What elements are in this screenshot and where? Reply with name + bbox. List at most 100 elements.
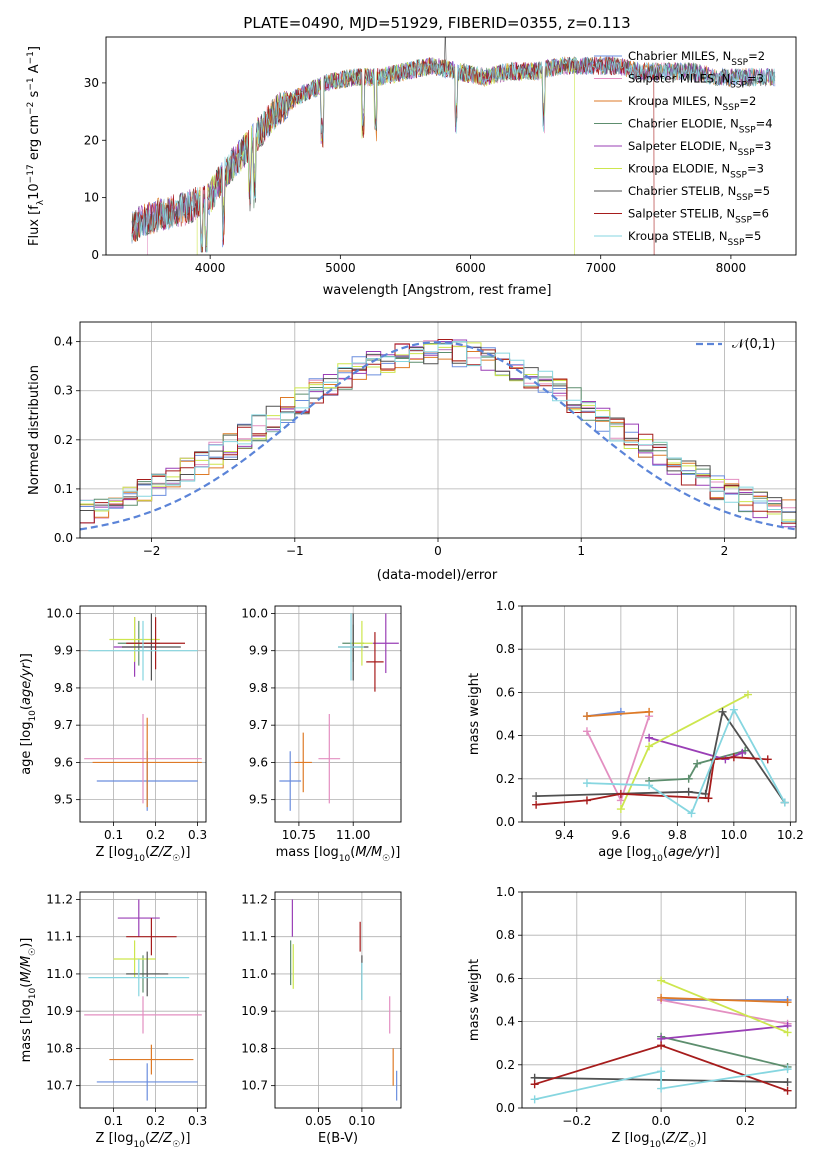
weight-point-marker xyxy=(530,1095,539,1104)
weight-point-marker xyxy=(645,781,654,790)
y-tick-label: 0.8 xyxy=(496,642,515,656)
y-tick-label: 0.0 xyxy=(496,815,515,829)
legend-entry: Salpeter MILES, NSSP=3 xyxy=(628,72,764,91)
y-tick-label: 11.2 xyxy=(46,892,73,906)
weight-point-marker xyxy=(582,796,591,805)
y-axis-label: mass weight xyxy=(467,673,482,755)
weight-point-marker xyxy=(532,800,541,809)
x-tick-label: 0.3 xyxy=(188,1114,207,1128)
y-tick-label: 0 xyxy=(91,248,99,262)
y-tick-label: 9.5 xyxy=(54,793,73,807)
label-part: ☉ xyxy=(28,948,38,956)
spectrum-series-line xyxy=(131,57,776,253)
y-tick-label: 0.4 xyxy=(496,1015,515,1029)
y-tick-label: 9.5 xyxy=(249,793,268,807)
label-part: −2 xyxy=(26,102,36,115)
y-tick-label: 0.0 xyxy=(54,531,73,545)
x-tick-label: 10.2 xyxy=(777,828,804,842)
z_vs_age-marks xyxy=(84,613,202,811)
label-part: erg cm xyxy=(27,115,42,164)
y-tick-label: 0.8 xyxy=(496,928,515,942)
weight-point-marker xyxy=(783,1065,792,1074)
spectrum-series-line xyxy=(131,56,655,255)
z_vs_age-frame xyxy=(79,605,207,823)
label-part: Z/Z xyxy=(149,1131,173,1146)
legend-entry: Salpeter STELIB, NSSP=6 xyxy=(628,207,769,226)
weight-point-marker xyxy=(645,733,654,742)
x-tick-label: 1 xyxy=(577,544,585,558)
label-part: =3 xyxy=(755,139,772,153)
legend-entry: Kroupa MILES, NSSP=2 xyxy=(628,94,756,113)
x-tick-label: 0.2 xyxy=(146,1114,165,1128)
weight-point-marker xyxy=(738,748,747,757)
label-part: ☉ xyxy=(172,1140,180,1150)
x-tick-label: 9.4 xyxy=(555,828,574,842)
y-tick-label: 0.6 xyxy=(496,971,515,985)
label-part: ] xyxy=(27,46,42,51)
weight-series-line xyxy=(661,996,788,1004)
label-part: 10 xyxy=(133,854,145,864)
y-axis-label: mass [log10(M/M☉)] xyxy=(19,938,38,1063)
label-part: age [log xyxy=(598,845,651,860)
x-tick-label: −2 xyxy=(143,544,161,558)
normal-curve xyxy=(80,341,796,531)
label-part: 10 xyxy=(133,1140,145,1150)
label-part: 10 xyxy=(28,710,38,722)
weight-point-marker xyxy=(582,779,591,788)
age_vs_weight-marks xyxy=(532,690,789,818)
y-tick-label: 0.2 xyxy=(496,772,515,786)
age_vs_weight-frame xyxy=(521,605,797,823)
label-part: ☉ xyxy=(382,854,390,864)
x-tick-label: 2 xyxy=(721,544,729,558)
x-tick-label: 0 xyxy=(434,544,442,558)
x-axis-label: Z [log10(Z/Z☉)] xyxy=(612,1131,707,1150)
weight-point-marker xyxy=(657,993,666,1002)
label-part: ☉ xyxy=(172,854,180,864)
y-tick-label: 9.6 xyxy=(54,755,73,769)
y-tick-label: 9.6 xyxy=(249,755,268,769)
label-part: Z [log xyxy=(96,1131,134,1146)
x-tick-label: 8000 xyxy=(716,261,747,275)
label-part: Z/Z xyxy=(149,845,173,860)
label-part: SSP xyxy=(730,81,747,91)
label-part: Flux [f xyxy=(27,205,42,246)
y-tick-label: 11.0 xyxy=(46,967,73,981)
label-part: ( xyxy=(145,1131,150,1146)
label-part: ☉ xyxy=(688,1140,696,1150)
label-part: ( xyxy=(145,845,150,860)
label-part: mass weight xyxy=(467,959,482,1041)
label-part: mass [log xyxy=(19,999,34,1062)
x-tick-label: 10.75 xyxy=(282,828,316,842)
legend-entry: Kroupa ELODIE, NSSP=3 xyxy=(628,162,764,181)
y-tick-label: 11.2 xyxy=(241,892,268,906)
label-part: )] xyxy=(696,1131,706,1146)
x-tick-label: 0.0 xyxy=(652,1114,671,1128)
y-tick-label: 20 xyxy=(84,133,99,147)
legend-entry: Chabrier ELODIE, NSSP=4 xyxy=(628,117,773,136)
mass_vs_age-marks xyxy=(279,613,399,811)
legend-entry: 𝒩(0,1) xyxy=(732,337,775,352)
z_vs_mass-panel: 0.1 0.2 0.310.710.810.911.011.111.2Z [log1… xyxy=(19,891,207,1150)
label-part: mass weight xyxy=(467,673,482,755)
y-tick-label: 10.9 xyxy=(46,1004,73,1018)
label-part: Chabrier STELIB, N xyxy=(628,184,736,198)
y-tick-label: 10.7 xyxy=(46,1079,73,1093)
label-part: )] xyxy=(390,845,400,860)
y-axis-label: mass weight xyxy=(467,959,482,1041)
y-tick-label: 0.4 xyxy=(496,729,515,743)
x-axis-label: age [log10(age/yr)] xyxy=(598,845,720,864)
label-part: Kroupa STELIB, N xyxy=(628,229,728,243)
ebv_vs_mass-marks xyxy=(290,899,398,1101)
x-tick-label: 0.2 xyxy=(146,828,165,842)
x-axis-label: Z [log10(Z/Z☉)] xyxy=(96,845,191,864)
label-part: )] xyxy=(19,938,34,948)
y-tick-label: 1.0 xyxy=(496,885,515,899)
z_vs_weight-panel: −0.2 0.0 0.2 0.0 0.2 0.4 0.6 0.8 1.0 Z [log10(Z/Z… xyxy=(467,885,797,1150)
spectrum-panel: 4000 5000 6000 7000 8000 0 10 20 30 wavelength [A… xyxy=(26,36,797,298)
weight-point-marker xyxy=(582,712,591,721)
y-tick-label: 0.6 xyxy=(496,685,515,699)
label-part: age [log xyxy=(19,722,34,775)
label-part: Salpeter MILES, N xyxy=(628,72,730,86)
